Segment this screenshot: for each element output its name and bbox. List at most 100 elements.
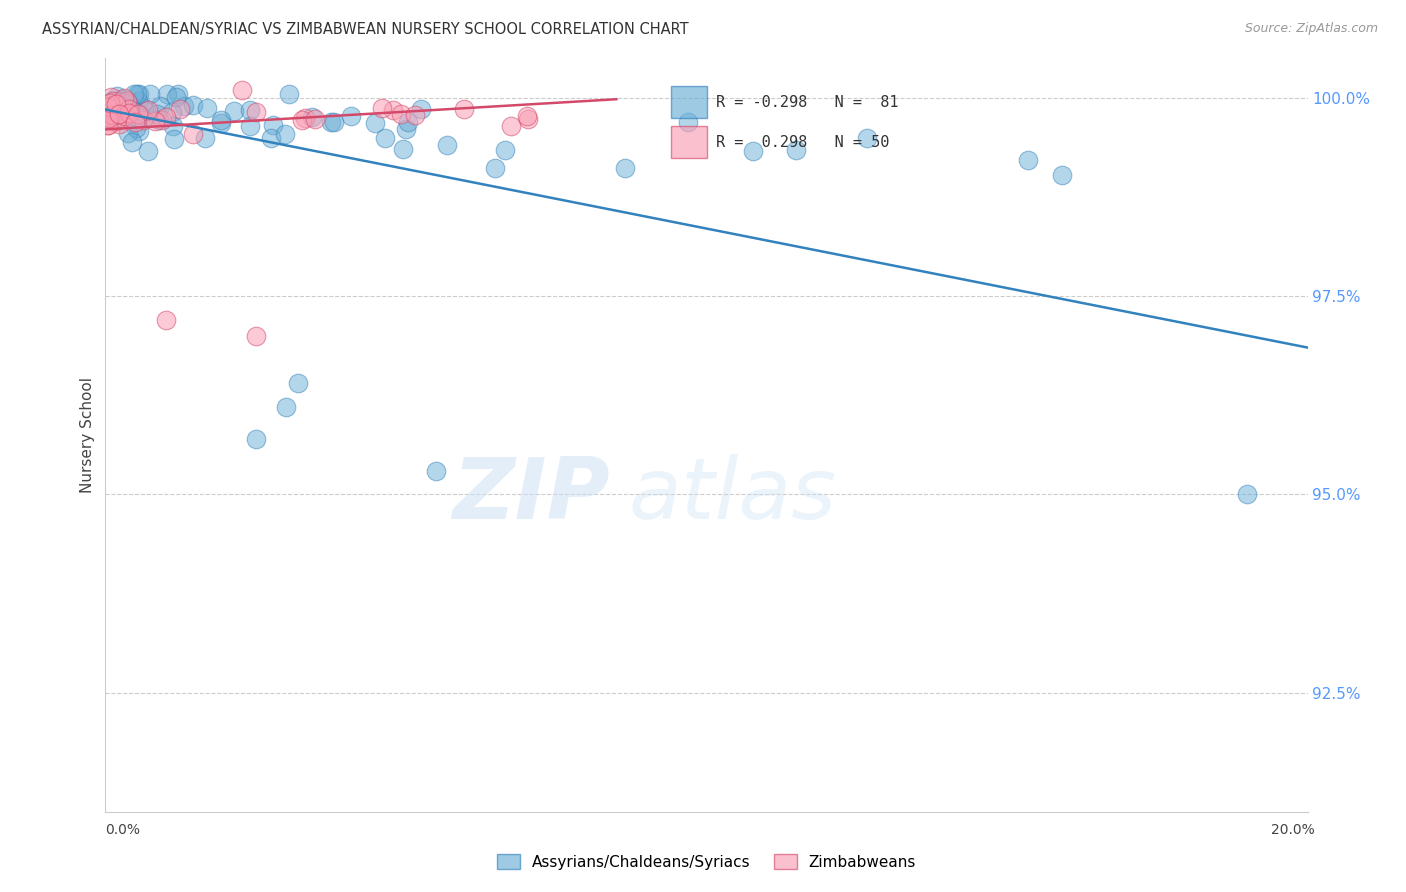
Point [124,87,146,101]
Point [105,97,128,112]
Point [105,88,128,103]
Point [155,313,177,327]
Point [363,116,385,130]
Point [117,96,139,111]
Point [340,109,363,123]
Point [127,94,149,108]
Point [98,104,121,119]
Text: 20.0%: 20.0% [1271,823,1315,837]
Point [108,106,131,120]
Point [117,126,139,140]
Point [239,103,262,117]
Point [128,124,150,138]
Point [160,105,183,120]
Point [97,100,120,114]
Point [374,130,396,145]
Point [105,94,128,108]
Point [321,114,343,128]
Point [516,112,538,127]
Point [118,102,141,116]
Point [101,111,124,125]
Y-axis label: Nursery School: Nursery School [80,376,96,493]
Point [173,99,195,113]
Text: R = -0.298   N =  81: R = -0.298 N = 81 [716,95,898,110]
Point [323,115,346,129]
Point [97,118,120,132]
Point [785,143,807,157]
Text: Source: ZipAtlas.com: Source: ZipAtlas.com [1244,22,1378,36]
Point [129,108,152,122]
Point [148,112,170,127]
Point [395,121,418,136]
Point [112,91,135,105]
Text: atlas: atlas [628,454,837,537]
Point [516,110,538,124]
Point [209,112,232,127]
Bar [671,87,707,119]
Point [146,107,169,121]
Point [110,98,132,112]
Point [97,118,120,132]
Point [111,93,134,107]
Point [855,131,877,145]
Point [124,101,146,115]
Point [389,107,412,121]
Bar [671,126,707,158]
Point [117,106,139,120]
Point [117,95,139,110]
Point [108,117,131,131]
Point [150,113,173,128]
Point [291,113,314,128]
Point [121,135,143,149]
Point [115,101,138,115]
Point [155,110,177,124]
Point [167,87,190,101]
Point [128,87,150,101]
Point [169,102,191,116]
Point [245,105,267,120]
Point [163,132,186,146]
Point [107,111,129,125]
Point [104,105,127,120]
Point [425,464,447,478]
Point [122,105,145,120]
Point [287,376,309,391]
Point [304,112,326,126]
Point [108,106,131,120]
Legend: Assyrians/Chaldeans/Syriacs, Zimbabweans: Assyrians/Chaldeans/Syriacs, Zimbabweans [491,847,922,876]
Point [382,103,405,118]
Point [105,113,128,128]
Text: ASSYRIAN/CHALDEAN/SYRIAC VS ZIMBABWEAN NURSERY SCHOOL CORRELATION CHART: ASSYRIAN/CHALDEAN/SYRIAC VS ZIMBABWEAN N… [42,22,689,37]
Point [135,103,157,118]
Point [224,103,246,118]
Text: 0.0%: 0.0% [105,823,141,837]
Point [209,116,232,130]
Point [245,328,267,343]
Text: ZIP: ZIP [453,454,610,537]
Point [124,105,146,120]
Point [115,94,138,108]
Point [165,90,187,104]
Point [105,104,128,119]
Point [156,87,179,101]
Point [1052,168,1074,182]
Point [104,111,127,125]
Point [195,101,218,115]
Point [181,127,204,141]
Point [100,90,122,104]
Point [392,142,415,156]
Point [131,110,153,124]
Point [103,107,125,121]
Point [125,87,148,101]
Point [100,99,122,113]
Point [162,119,184,133]
Point [274,400,297,414]
Point [245,432,267,446]
Point [404,108,426,122]
Point [260,130,283,145]
Point [149,98,172,112]
Point [678,114,700,128]
Point [110,94,132,108]
Point [614,161,637,175]
Point [453,102,475,116]
